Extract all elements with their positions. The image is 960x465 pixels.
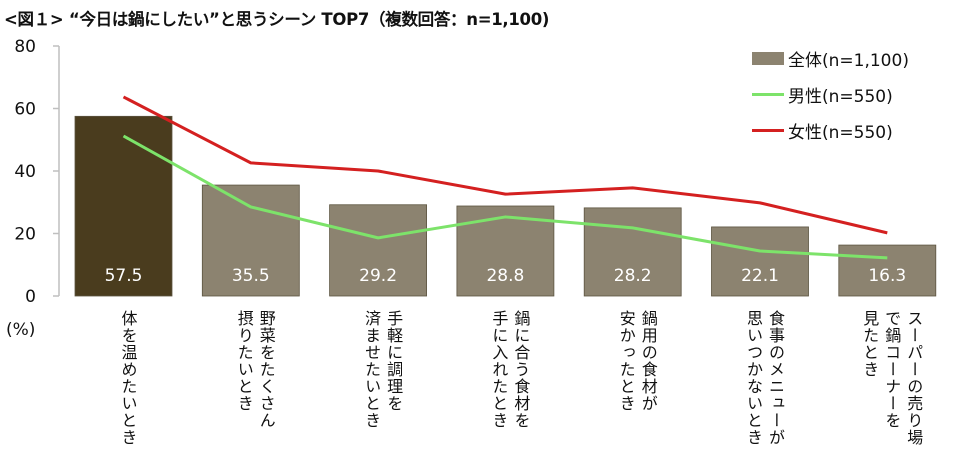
- legend-label: 全体(n=1,100): [788, 50, 909, 71]
- bar-value-label: 35.5: [232, 266, 270, 286]
- bar-value-label: 28.8: [486, 266, 524, 286]
- y-tick-label: 0: [25, 287, 36, 307]
- bar: [711, 226, 809, 297]
- legend-label: 女性(n=550): [788, 122, 893, 143]
- legend-line-swatch-icon: [752, 92, 784, 96]
- bar: [74, 115, 173, 297]
- bar: [201, 184, 300, 297]
- legend-item-male: 男性(n=550): [752, 76, 909, 112]
- y-tick-label: 60: [14, 100, 36, 120]
- y-tick-label: 80: [14, 37, 36, 57]
- legend-label: 男性(n=550): [788, 86, 893, 107]
- female-line: [122, 95, 888, 235]
- legend-bar-swatch-icon: [752, 51, 784, 65]
- x-category-label: 鍋用の食材が 安かったとき: [616, 310, 658, 412]
- y-axis-unit-label: (%): [6, 320, 36, 340]
- y-tick-label: 20: [14, 225, 36, 245]
- x-category-label: 野菜をたくさん 摂りたいとき: [234, 310, 276, 429]
- legend-item-female: 女性(n=550): [752, 112, 909, 148]
- x-category-label: 鍋に合う食材を 手に入れたとき: [489, 310, 531, 429]
- bar-value-label: 22.1: [741, 266, 779, 286]
- bar-value-label: 16.3: [868, 266, 906, 286]
- bar-value-label: 29.2: [359, 266, 397, 286]
- x-category-label: 食事のメニューが 思いつかないとき: [744, 310, 785, 446]
- legend-item-total: 全体(n=1,100): [752, 40, 909, 76]
- bar-value-label: 28.2: [614, 266, 652, 286]
- y-tick-label: 40: [14, 162, 36, 182]
- legend-line-swatch-icon: [752, 128, 784, 132]
- male-line: [122, 134, 888, 260]
- legend: 全体(n=1,100) 男性(n=550) 女性(n=550): [752, 40, 909, 148]
- bar: [583, 207, 682, 297]
- bar: [838, 244, 937, 297]
- x-category-label: 手軽に調理を 済ませたいとき: [362, 310, 404, 429]
- x-category-label: 体を温めたいとき: [118, 310, 138, 446]
- bar: [329, 204, 428, 297]
- bar-value-label: 57.5: [105, 266, 143, 286]
- chart-title: <図１> “今日は鍋にしたい”と思うシーン TOP7（複数回答：n=1,100): [4, 10, 550, 29]
- x-category-label: スーパーの売り場 で鍋コーナーを 見たとき: [860, 310, 924, 446]
